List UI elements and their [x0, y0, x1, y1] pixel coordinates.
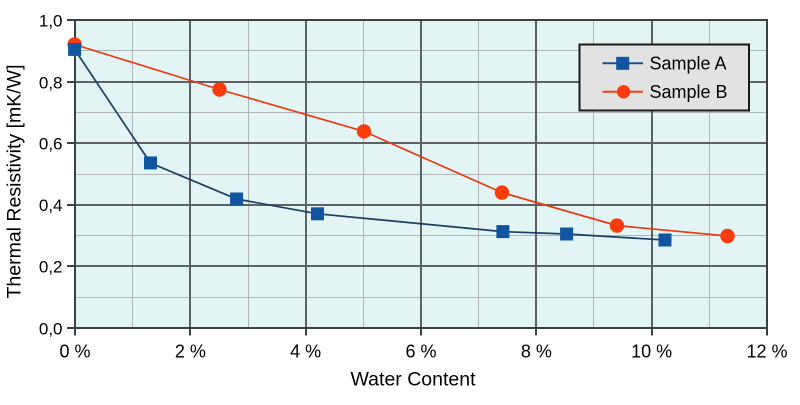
svg-text:0,4: 0,4	[39, 196, 63, 215]
svg-text:1,0: 1,0	[39, 12, 63, 31]
svg-text:10 %: 10 %	[631, 342, 672, 362]
svg-text:Sample B: Sample B	[650, 82, 728, 102]
svg-text:4 %: 4 %	[290, 342, 321, 362]
svg-text:8 %: 8 %	[521, 342, 552, 362]
svg-text:Water Content: Water Content	[351, 369, 477, 391]
svg-text:0 %: 0 %	[59, 342, 90, 362]
svg-text:2 %: 2 %	[175, 342, 206, 362]
svg-text:0,6: 0,6	[39, 135, 63, 154]
svg-text:6 %: 6 %	[405, 342, 436, 362]
svg-text:Thermal Resistivity [mK/W]: Thermal Resistivity [mK/W]	[4, 64, 26, 298]
svg-text:0,0: 0,0	[39, 320, 63, 339]
svg-text:0,8: 0,8	[39, 74, 63, 93]
svg-text:12 %: 12 %	[746, 342, 787, 362]
svg-text:0,2: 0,2	[39, 258, 63, 277]
svg-text:Sample A: Sample A	[650, 53, 727, 73]
